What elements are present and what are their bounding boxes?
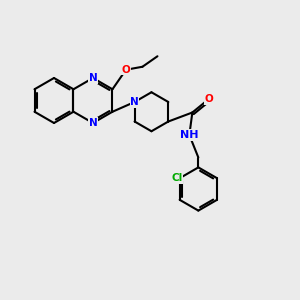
Text: Cl: Cl bbox=[171, 173, 182, 183]
Text: NH: NH bbox=[180, 130, 199, 140]
Text: N: N bbox=[88, 118, 97, 128]
Text: O: O bbox=[205, 94, 213, 104]
Text: N: N bbox=[88, 73, 97, 83]
Text: O: O bbox=[122, 65, 130, 75]
Text: N: N bbox=[130, 97, 139, 107]
